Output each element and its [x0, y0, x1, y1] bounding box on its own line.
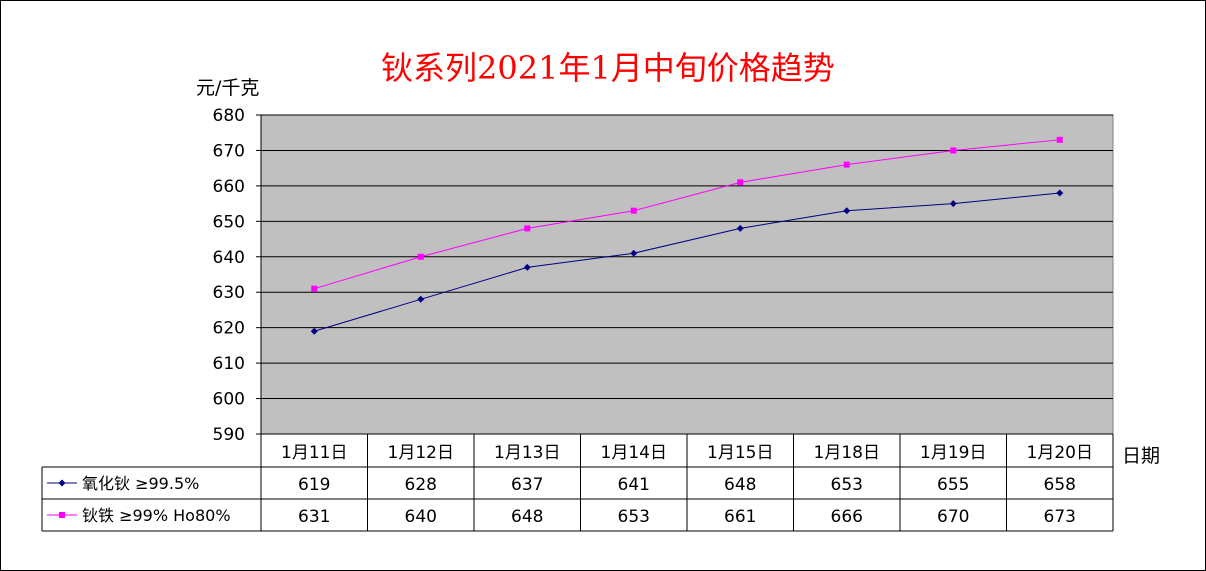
y-tick-label: 670: [213, 141, 245, 161]
table-cell-value: 619: [298, 475, 330, 495]
data-point: [523, 263, 531, 271]
chart-title: 钬系列2021年1月中旬价格趋势: [381, 49, 835, 87]
legend-entry: 氧化钬 ≥99.5%: [82, 474, 199, 493]
table-cell-value: 648: [724, 475, 756, 495]
y-tick-label: 620: [213, 319, 245, 339]
data-point: [630, 207, 637, 214]
series-line: [314, 139, 1060, 290]
table-cell-value: 670: [937, 507, 969, 527]
table-cell-value: 640: [405, 507, 437, 527]
table-cell-value: 631: [298, 507, 330, 527]
data-point: [417, 253, 424, 260]
y-tick-label: 590: [213, 425, 245, 445]
data-point: [311, 285, 318, 292]
data-point: [737, 179, 744, 186]
x-tick-label: 1月13日: [494, 443, 560, 463]
table-cell-value: 673: [1044, 507, 1076, 527]
y-tick-label: 680: [213, 106, 245, 126]
y-tick-label: 630: [213, 283, 245, 303]
table-cell-value: 653: [831, 475, 863, 495]
data-point: [950, 147, 957, 154]
data-point: [736, 224, 744, 232]
table-cell-value: 655: [937, 475, 969, 495]
x-axis-label: 日期: [1122, 445, 1161, 467]
plot-area: [260, 114, 1114, 435]
x-tick-label: 1月12日: [388, 443, 454, 463]
data-point: [1056, 136, 1063, 143]
legend-entry: 钬铁 ≥99% Ho80%: [82, 506, 231, 525]
data-point: [1056, 189, 1064, 197]
data-point: [843, 207, 851, 215]
data-point: [630, 249, 638, 257]
x-tick-label: 1月15日: [707, 443, 773, 463]
y-tick-label: 610: [213, 354, 245, 374]
legend-key-marker: [58, 479, 66, 487]
x-tick-label: 1月18日: [814, 443, 880, 463]
data-point: [310, 327, 318, 335]
y-tick-label: 600: [213, 390, 245, 410]
y-axis-label: 元/千克: [196, 77, 260, 99]
table-cell-value: 641: [618, 475, 650, 495]
table-cell-value: 637: [511, 475, 543, 495]
data-point: [417, 295, 425, 303]
legend-key-marker: [59, 512, 65, 518]
table-cell-value: 666: [831, 507, 863, 527]
table-cell-value: 658: [1044, 475, 1076, 495]
data-point: [843, 161, 850, 168]
data-point: [949, 200, 957, 208]
table-cell-value: 628: [405, 475, 437, 495]
x-tick-label: 1月14日: [601, 443, 667, 463]
table-cell-value: 648: [511, 507, 543, 527]
series-line: [314, 192, 1060, 332]
data-point: [524, 225, 531, 232]
y-tick-label: 660: [213, 177, 245, 197]
x-tick-label: 1月20日: [1027, 443, 1093, 463]
table-cell-value: 653: [618, 507, 650, 527]
x-tick-label: 1月19日: [920, 443, 986, 463]
table-cell-value: 661: [724, 507, 756, 527]
y-tick-label: 640: [213, 248, 245, 268]
y-tick-label: 650: [213, 212, 245, 232]
x-tick-label: 1月11日: [281, 443, 347, 463]
